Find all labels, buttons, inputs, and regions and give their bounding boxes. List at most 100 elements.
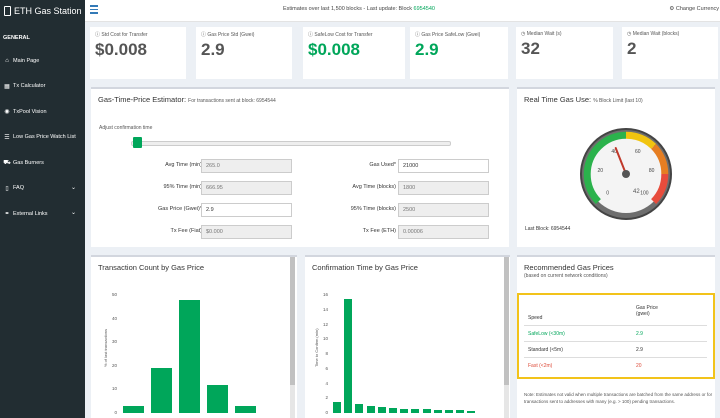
y-tick-label: 16: [322, 292, 328, 297]
latest-block-link[interactable]: 6954540: [413, 6, 435, 12]
gas-use-title: Real Time Gas Use: % Block Limit (last 1…: [524, 95, 643, 104]
gas-used-label: Gas Used*: [369, 162, 396, 168]
change-currency-label: Change Currency: [675, 6, 719, 12]
recommended-table: Speed Gas Price (gwei) SafeLow (<30m) 2.9 S…: [517, 293, 715, 379]
gauge-tick-label: 80: [649, 168, 655, 174]
confirm-time-title: Confirmation Time by Gas Price: [312, 263, 418, 272]
gauge-tick-label: 60: [635, 149, 641, 155]
menu-toggle-icon[interactable]: [90, 5, 98, 14]
price-cell: 2.9: [636, 347, 643, 353]
chart-bar: [235, 405, 256, 413]
stat-box: ◷ Median Wait (s) 32: [516, 27, 613, 79]
brand[interactable]: ETH Gas Station: [0, 0, 85, 22]
sidebar-item-low-gas-price-watch-list[interactable]: ☰ Low Gas Price Watch List: [0, 125, 85, 151]
gauge-tick-label: 100: [640, 190, 649, 196]
price-cell: 20: [636, 363, 642, 369]
chart-bar: [333, 401, 341, 413]
gas-used-input[interactable]: 21000: [398, 159, 489, 173]
info-icon: ⓘ: [415, 32, 421, 38]
chart-bar: [366, 406, 375, 413]
recommended-panel: Recommended Gas Prices (based on current…: [517, 255, 715, 418]
chart-bar: [445, 410, 453, 413]
95-time-min-field[interactable]: 666.95: [201, 181, 292, 195]
info-icon: ⓘ: [95, 32, 101, 38]
topbar: Estimates over last 1,500 blocks - Last …: [85, 0, 720, 22]
last-block-text: Last Block: 6954544: [525, 226, 571, 232]
stat-value: 2.9: [201, 40, 225, 59]
sidebar-item-label: FAQ: [13, 185, 25, 192]
speed-cell: Fast (<2m): [528, 363, 553, 369]
y-tick-label: 40: [111, 315, 117, 321]
home-icon: ⌂: [5, 57, 9, 64]
stat-value: 2: [627, 39, 637, 58]
stat-value: $0.008: [308, 40, 360, 59]
chart-bar: [355, 404, 364, 413]
price-header: Gas Price (gwei): [636, 305, 658, 317]
estimate-note: Note: Estimates not valid when multiple …: [524, 392, 713, 404]
confirm-time-panel: Confirmation Time by Gas Price 16 14 12 10 8…: [305, 255, 510, 418]
sidebar-item-label: Main Page: [13, 57, 40, 64]
avg-time-min-field[interactable]: 265.0: [201, 159, 292, 173]
sidebar-item-external-links[interactable]: ⚭ External Links ⌄: [0, 201, 85, 227]
stat-label: ◷ Median Wait (blocks): [627, 31, 680, 37]
chevron-down-icon: ⌄: [70, 184, 76, 191]
stat-value: 2.9: [415, 40, 439, 59]
estimator-title: Gas-Time-Price Estimator: For transactio…: [98, 95, 276, 104]
stat-label: ◷ Median Wait (s): [521, 31, 562, 37]
tx-count-title: Transaction Count by Gas Price: [98, 263, 205, 272]
gas-pump-icon: [4, 6, 11, 16]
panel-scrollbar[interactable]: [504, 257, 509, 418]
chart-bar: [467, 410, 476, 413]
table-header: Speed Gas Price (gwei): [524, 302, 707, 325]
gauge-tick-label: 0: [606, 190, 609, 196]
slider-label: Adjust confirmation time: [99, 125, 153, 131]
tx-fee-fiat-field[interactable]: $0.000: [201, 225, 292, 239]
gas-price-label: Gas Price (Gwei)*: [157, 206, 202, 212]
gas-use-gauge: 0 20 40 60 80 100 42: [580, 128, 672, 220]
chart-bar: [377, 407, 386, 413]
confirmation-slider-handle[interactable]: [133, 137, 142, 148]
tx-fee-eth-field[interactable]: 0.00006: [398, 225, 489, 239]
stat-box: ⓘ Gas Price SafeLow (Gwei) 2.9: [410, 27, 508, 79]
table-row: SafeLow (<30m) 2.9: [524, 325, 707, 341]
95-time-blocks-field[interactable]: 2500: [398, 203, 489, 217]
y-tick-label: 10: [322, 336, 328, 342]
chevron-down-icon: ⌄: [70, 210, 76, 216]
nav-header: GENERAL: [3, 35, 30, 41]
speed-cell: Standard (<5m): [528, 347, 563, 353]
count-y-label: % of last transactions: [103, 328, 108, 367]
car-icon: ⛟: [3, 159, 11, 166]
stats-row: ⓘ Std Cost for Transfer $0.008 ⓘ Gas Pri…: [85, 22, 720, 82]
chart-bar: [411, 409, 420, 413]
sidebar-item-label: External Links: [13, 210, 48, 217]
chart-bar: [456, 410, 465, 413]
y-tick-label: 4: [325, 380, 328, 386]
brand-title: ETH Gas Station: [14, 6, 82, 16]
sidebar-item-tx-calculator[interactable]: ▦ Tx Calculator: [0, 74, 85, 100]
sidebar-item-faq[interactable]: ▯ FAQ ⌄: [0, 176, 85, 202]
gas-price-input[interactable]: 2.9: [201, 203, 292, 217]
speed-header: Speed: [528, 315, 543, 321]
estimate-info: Estimates over last 1,500 blocks - Last …: [283, 6, 435, 12]
y-tick-label: 50: [111, 292, 117, 297]
chart-bar: [179, 299, 200, 413]
stat-box: ◷ Median Wait (blocks) 2: [622, 27, 718, 79]
change-currency-button[interactable]: ⚙ Change Currency: [669, 6, 719, 12]
panel-scrollbar[interactable]: [290, 257, 295, 418]
table-row: Fast (<2m) 20: [524, 357, 707, 373]
confirmation-slider-track[interactable]: [131, 141, 451, 146]
y-tick-label: 10: [111, 386, 117, 392]
sidebar-item-label: Gas Burners: [13, 159, 44, 166]
clock-icon: ◷: [521, 31, 526, 37]
book-icon: ▯: [5, 185, 9, 192]
sidebar-item-gas-burners[interactable]: ⛟ Gas Burners: [0, 150, 85, 176]
avg-time-blocks-field[interactable]: 1800: [398, 181, 489, 195]
sidebar-item-main-page[interactable]: ⌂ Main Page: [0, 48, 85, 74]
price-cell: 2.9: [636, 331, 643, 337]
link-icon: ⚭: [4, 211, 10, 218]
estimator-panel: Gas-Time-Price Estimator: For transactio…: [91, 87, 509, 247]
stat-box: ⓘ Std Cost for Transfer $0.008: [90, 27, 186, 79]
stat-box: ⓘ Gas Price Std (Gwei) 2.9: [196, 27, 292, 79]
y-tick-label: 6: [325, 365, 328, 371]
sidebar-item-txpool-vision[interactable]: ◉ TxPool Vision: [0, 99, 85, 125]
